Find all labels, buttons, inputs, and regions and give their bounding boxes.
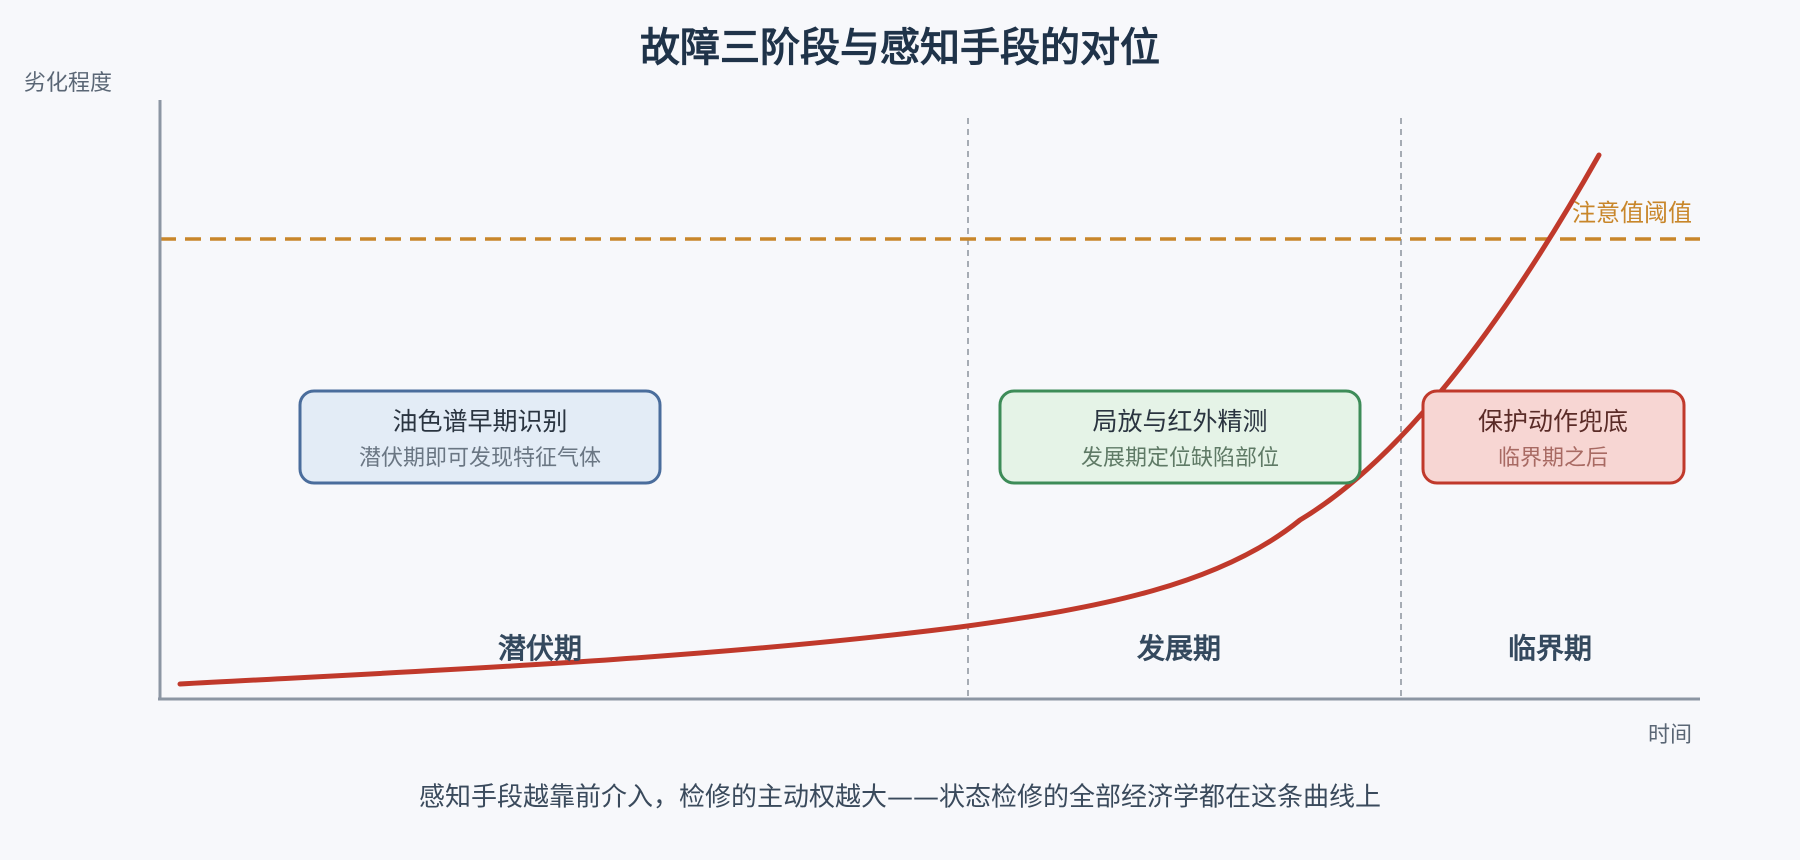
y-axis-label: 劣化程度 bbox=[24, 71, 112, 96]
method-title: 保护动作兜底 bbox=[1478, 407, 1628, 436]
method-title: 局放与红外精测 bbox=[1092, 407, 1267, 436]
x-axis-label: 时间 bbox=[1648, 723, 1692, 748]
caption: 感知手段越靠前介入，检修的主动权越大——状态检修的全部经济学都在这条曲线上 bbox=[419, 783, 1381, 813]
threshold-label: 注意值阈值 bbox=[1572, 199, 1692, 227]
title: 故障三阶段与感知手段的对位 bbox=[640, 25, 1160, 71]
method-subtitle: 发展期定位缺陷部位 bbox=[1081, 446, 1279, 471]
stage-label: 潜伏期 bbox=[498, 632, 582, 665]
stage-label: 临界期 bbox=[1508, 632, 1592, 665]
method-title: 油色谱早期识别 bbox=[392, 407, 567, 436]
method-box bbox=[998, 389, 1362, 485]
method-subtitle: 潜伏期即可发现特征气体 bbox=[359, 446, 601, 471]
method-subtitle: 临界期之后 bbox=[1498, 446, 1608, 471]
stage-label: 发展期 bbox=[1136, 632, 1221, 665]
method-box bbox=[298, 389, 662, 485]
method-box bbox=[1421, 389, 1686, 485]
